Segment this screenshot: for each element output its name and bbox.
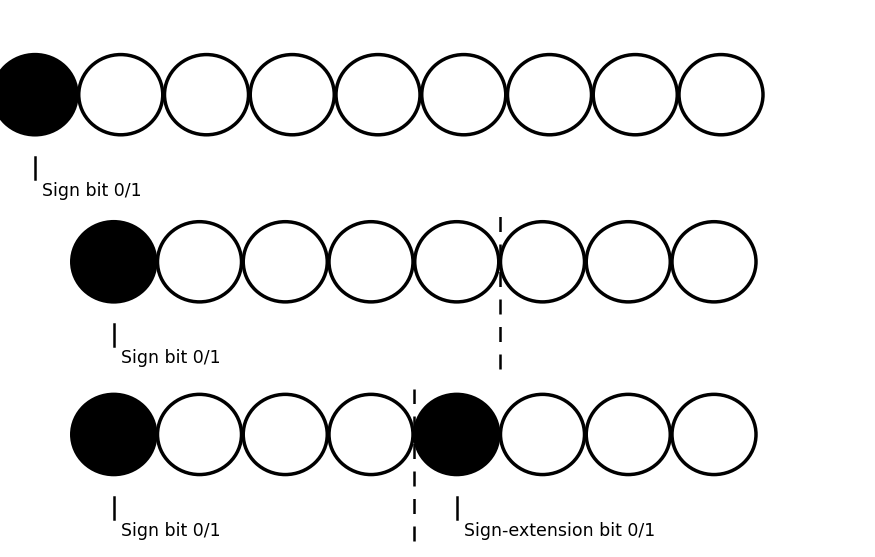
Ellipse shape bbox=[672, 394, 756, 475]
Ellipse shape bbox=[329, 222, 413, 302]
Text: Sign bit 0/1: Sign bit 0/1 bbox=[42, 182, 142, 200]
Ellipse shape bbox=[250, 55, 334, 135]
Text: Sign-extension bit 0/1: Sign-extension bit 0/1 bbox=[464, 522, 655, 540]
Ellipse shape bbox=[158, 394, 242, 475]
Ellipse shape bbox=[0, 55, 77, 135]
Ellipse shape bbox=[679, 55, 763, 135]
Ellipse shape bbox=[72, 222, 156, 302]
Ellipse shape bbox=[72, 394, 156, 475]
Text: Sign bit 0/1: Sign bit 0/1 bbox=[121, 349, 220, 367]
Text: Sign bit 0/1: Sign bit 0/1 bbox=[121, 522, 220, 540]
Ellipse shape bbox=[329, 394, 413, 475]
Ellipse shape bbox=[422, 55, 506, 135]
Ellipse shape bbox=[500, 222, 584, 302]
Ellipse shape bbox=[415, 394, 499, 475]
Ellipse shape bbox=[586, 394, 670, 475]
Ellipse shape bbox=[336, 55, 420, 135]
Ellipse shape bbox=[593, 55, 677, 135]
Ellipse shape bbox=[507, 55, 592, 135]
Ellipse shape bbox=[164, 55, 248, 135]
Ellipse shape bbox=[158, 222, 242, 302]
Ellipse shape bbox=[586, 222, 670, 302]
Ellipse shape bbox=[243, 394, 327, 475]
Ellipse shape bbox=[415, 222, 499, 302]
Ellipse shape bbox=[243, 222, 327, 302]
Ellipse shape bbox=[500, 394, 584, 475]
Ellipse shape bbox=[672, 222, 756, 302]
Ellipse shape bbox=[79, 55, 163, 135]
